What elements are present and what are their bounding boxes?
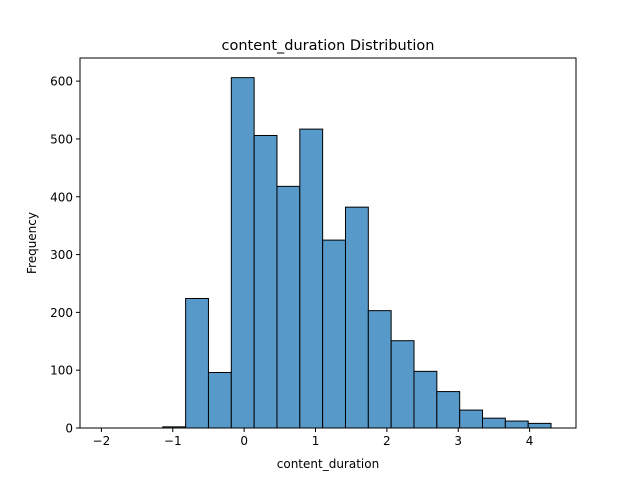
histogram-bar-10 xyxy=(322,239,346,429)
x-tick-label: 0 xyxy=(240,434,248,448)
x-tick-label: 1 xyxy=(312,434,320,448)
histogram-bar-19 xyxy=(527,422,552,429)
y-tick-label: 300 xyxy=(50,248,73,262)
x-tick-label: −1 xyxy=(164,434,182,448)
y-tick-label: 600 xyxy=(50,75,73,89)
histogram-bar-5 xyxy=(207,372,232,429)
bars-layer xyxy=(162,77,552,429)
chart-title: content_duration Distribution xyxy=(222,38,435,54)
plot-frame xyxy=(79,57,577,429)
y-tick-label: 400 xyxy=(50,190,73,204)
histogram-bar-14 xyxy=(413,370,438,429)
x-tick-label: 3 xyxy=(454,434,462,448)
y-axis-label: Frequency xyxy=(25,212,39,274)
y-tick-label: 100 xyxy=(50,364,73,378)
histogram-bar-12 xyxy=(367,310,392,429)
y-tick-label: 500 xyxy=(50,132,73,146)
x-tick-label: 4 xyxy=(526,434,534,448)
histogram-bar-16 xyxy=(459,409,484,429)
y-tick-label: 0 xyxy=(65,422,73,436)
x-tick-label: 2 xyxy=(383,434,391,448)
x-tick-label: −2 xyxy=(93,434,111,448)
y-axis: 0 100 200 300 400 500 600 xyxy=(50,75,80,436)
histogram-bar-18 xyxy=(504,420,529,429)
histogram-bar-11 xyxy=(344,206,369,429)
histogram-bar-9 xyxy=(299,128,324,429)
histogram-bar-6 xyxy=(230,77,255,429)
x-axis: −2 −1 0 1 2 3 4 xyxy=(93,428,534,448)
y-tick-label: 200 xyxy=(50,306,73,320)
histogram-bar-4 xyxy=(185,298,209,429)
x-axis-label: content_duration xyxy=(277,457,379,471)
histogram-bar-17 xyxy=(482,417,506,429)
histogram-bar-15 xyxy=(436,391,461,429)
histogram-bar-13 xyxy=(390,340,415,429)
histogram-bar-8 xyxy=(276,185,301,429)
histogram-bar-7 xyxy=(253,134,278,429)
